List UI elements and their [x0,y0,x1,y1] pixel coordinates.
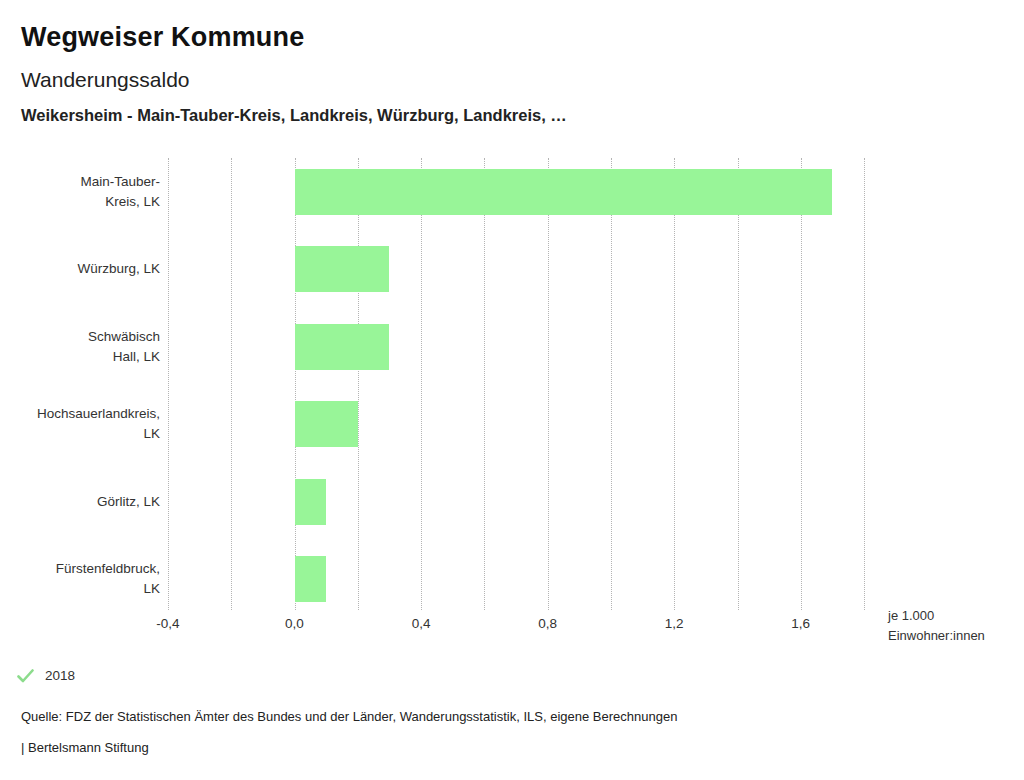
x-axis-unit-label: je 1.000Einwohner:innen [888,606,985,646]
brand-text: | Bertelsmann Stiftung [21,740,149,755]
gridline [168,158,169,610]
gridline [231,158,232,610]
gridline [421,158,422,610]
bar-schw-bisch-hall-lk[interactable] [295,324,390,370]
category-label: Fürstenfeldbruck,LK [0,559,160,599]
bar-f-rstenfeldbruck-lk[interactable] [295,556,327,602]
gridline [801,158,802,610]
source-text: Quelle: FDZ der Statistischen Ämter des … [21,709,677,724]
category-label: SchwäbischHall, LK [0,327,160,367]
category-label: Main-Tauber-Kreis, LK [0,172,160,212]
x-axis-tick-label: 1,6 [766,615,836,632]
legend-item-2018[interactable]: 2018 [17,668,75,683]
x-axis-tick-label: -0,4 [133,615,203,632]
x-axis-tick-label: 1,2 [639,615,709,632]
bar-hochsauerlandkreis-lk[interactable] [295,401,358,447]
bar-g-rlitz-lk[interactable] [295,479,327,525]
x-axis-tick-label: 0,0 [260,615,330,632]
gridline [358,158,359,610]
legend-year-label: 2018 [45,668,75,683]
gridline [674,158,675,610]
bar-main-tauber-kreis-lk[interactable] [295,169,833,215]
gridline [548,158,549,610]
category-label: Görlitz, LK [0,492,160,512]
gridline [738,158,739,610]
x-axis-tick-label: 0,8 [513,615,583,632]
gridline [611,158,612,610]
x-axis-tick-label: 0,4 [386,615,456,632]
bar-w-rzburg-lk[interactable] [295,246,390,292]
gridline [864,158,865,610]
category-label: Würzburg, LK [0,259,160,279]
gridline [295,158,296,610]
category-label: Hochsauerlandkreis,LK [0,404,160,444]
check-icon [17,669,34,683]
bar-chart-plot-area: Main-Tauber-Kreis, LK Würzburg, LK Schwäbi… [0,0,1024,780]
gridline [484,158,485,610]
chart-export-page: Wegweiser Kommune Wanderungssaldo Weiker… [0,0,1024,780]
